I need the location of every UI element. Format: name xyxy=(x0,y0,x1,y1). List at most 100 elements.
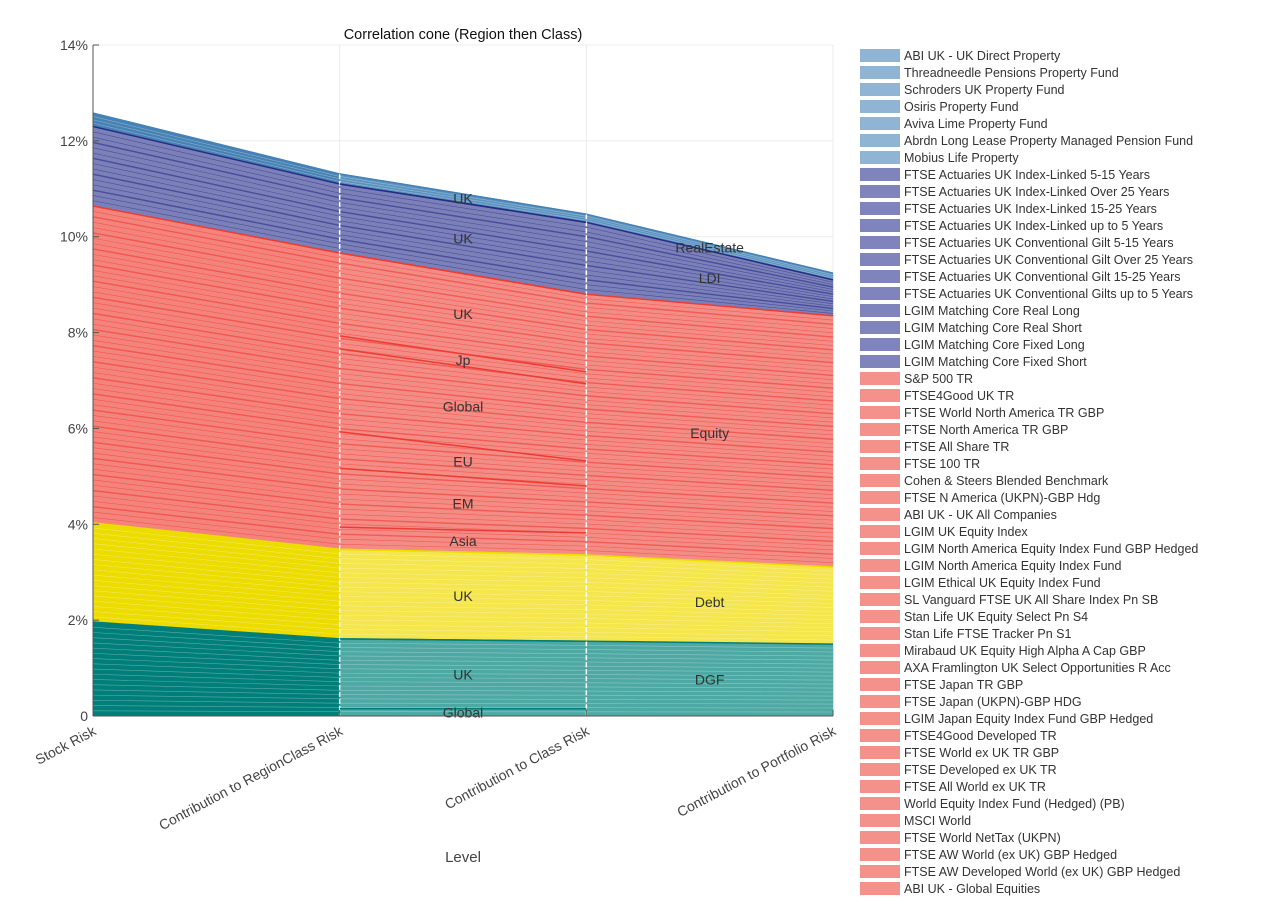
stripe-line xyxy=(92,302,834,393)
stripe-line xyxy=(92,564,834,600)
stripe-line xyxy=(92,366,834,444)
legend-swatch xyxy=(860,576,900,589)
legend-label: Stan Life FTSE Tracker Pn S1 xyxy=(904,626,1072,641)
legend-entry: LGIM Matching Core Fixed Short xyxy=(860,353,1198,370)
legend-entry: ABI UK - Global Equities xyxy=(860,880,1198,897)
stripe-line xyxy=(92,694,834,701)
stripe-line xyxy=(92,312,834,402)
stripe-line xyxy=(92,195,834,312)
legend-label: Schroders UK Property Fund xyxy=(904,82,1065,97)
stripe-line xyxy=(92,254,834,355)
legend-swatch xyxy=(860,423,900,436)
legend-label: ABI UK - UK All Companies xyxy=(904,507,1057,522)
legend-swatch xyxy=(860,593,900,606)
stripe-line xyxy=(92,122,834,279)
chart-title: Correlation cone (Region then Class) xyxy=(344,27,583,43)
legend-label: FTSE Developed ex UK TR xyxy=(904,762,1057,777)
legend-entry: FTSE World NetTax (UKPN) xyxy=(860,829,1198,846)
legend-swatch xyxy=(860,202,900,215)
legend-swatch xyxy=(860,797,900,810)
stripe-line xyxy=(92,339,834,423)
class-label: Equity xyxy=(690,425,729,441)
legend-entry: FTSE Actuaries UK Index-Linked up to 5 Y… xyxy=(860,217,1198,234)
legend-label: Aviva Lime Property Fund xyxy=(904,116,1048,131)
region-label: UK xyxy=(453,306,473,322)
stripe-line xyxy=(92,689,834,697)
legend-swatch xyxy=(860,627,900,640)
legend-label: LGIM Matching Core Real Short xyxy=(904,320,1082,335)
legend-swatch xyxy=(860,389,900,402)
legend-swatch xyxy=(860,763,900,776)
stripe-line xyxy=(92,647,834,665)
legend-label: S&P 500 TR xyxy=(904,371,974,386)
legend-swatch xyxy=(860,440,900,453)
region-band-edge xyxy=(339,526,587,534)
stripe-line xyxy=(92,441,834,504)
stripe-line xyxy=(92,484,834,538)
region-band-edge xyxy=(339,173,587,215)
stripe-line xyxy=(92,663,834,677)
legend-label: ABI UK - Global Equities xyxy=(904,881,1041,896)
legend-entry: Mirabaud UK Equity High Alpha A Cap GBP xyxy=(860,642,1198,659)
legend-label: LGIM Ethical UK Equity Index Fund xyxy=(904,575,1101,590)
y-tick-label: 12% xyxy=(60,133,88,149)
legend-label: LGIM Matching Core Fixed Long xyxy=(904,337,1085,352)
stripe-line xyxy=(92,495,834,546)
legend-swatch xyxy=(860,678,900,691)
legend-label: LGIM North America Equity Index Fund GBP… xyxy=(904,541,1199,556)
legend-entry: Stan Life UK Equity Select Pn S4 xyxy=(860,608,1198,625)
legend-swatch xyxy=(860,865,900,878)
legend-label: World Equity Index Fund (Hedged) (PB) xyxy=(904,796,1125,811)
legend-label: FTSE Actuaries UK Conventional Gilt Over… xyxy=(904,252,1194,267)
legend-swatch xyxy=(860,831,900,844)
stripe-line xyxy=(92,532,834,576)
stripe-line xyxy=(92,543,834,584)
legend-swatch xyxy=(860,321,900,334)
y-tick-label: 10% xyxy=(60,229,88,245)
legend-entry: FTSE Developed ex UK TR xyxy=(860,761,1198,778)
stripe-line xyxy=(92,399,834,470)
legend-label: FTSE4Good UK TR xyxy=(904,388,1015,403)
legend-label: MSCI World xyxy=(904,813,972,828)
legend-swatch xyxy=(860,508,900,521)
stripe-line xyxy=(92,468,834,525)
y-tick-label: 2% xyxy=(68,612,88,628)
legend-entry: AXA Framlington UK Select Opportunities … xyxy=(860,659,1198,676)
region-label: EU xyxy=(453,454,472,470)
legend-swatch xyxy=(860,695,900,708)
legend-swatch xyxy=(860,100,900,113)
legend-entry: LGIM Japan Equity Index Fund GBP Hedged xyxy=(860,710,1198,727)
stripe-line xyxy=(92,211,834,321)
legend-entry: LGIM Matching Core Real Short xyxy=(860,319,1198,336)
region-band-edge xyxy=(339,335,587,373)
stripe-line xyxy=(92,511,834,559)
legend-label: LGIM North America Equity Index Fund xyxy=(904,558,1122,573)
stripes xyxy=(92,112,834,713)
legend-entry: Stan Life FTSE Tracker Pn S1 xyxy=(860,625,1198,642)
region-label: Jp xyxy=(456,352,471,368)
stripe-line xyxy=(92,600,834,629)
stripe-line xyxy=(92,216,834,326)
region-label: Asia xyxy=(449,533,476,549)
legend-swatch xyxy=(860,491,900,504)
legend-swatch xyxy=(860,814,900,827)
legend-entry: LGIM North America Equity Index Fund xyxy=(860,557,1198,574)
legend-label: FTSE AW Developed World (ex UK) GBP Hedg… xyxy=(904,864,1181,879)
stripe-line xyxy=(92,626,834,649)
stripe-line xyxy=(92,270,834,368)
legend-label: AXA Framlington UK Select Opportunities … xyxy=(904,660,1171,675)
legend-entry: FTSE World North America TR GBP xyxy=(860,404,1198,421)
region-band-edge xyxy=(339,183,587,224)
stripe-line xyxy=(92,291,834,385)
stripe-line xyxy=(92,637,834,657)
stripe-line xyxy=(92,473,834,530)
stripe-line xyxy=(92,141,834,288)
legend-entry: FTSE Japan TR GBP xyxy=(860,676,1198,693)
legend-entry: FTSE North America TR GBP xyxy=(860,421,1198,438)
legend-label: Osiris Property Fund xyxy=(904,99,1019,114)
region-band-edge xyxy=(339,638,587,642)
stripe-line xyxy=(92,152,834,293)
legend-label: FTSE AW World (ex UK) GBP Hedged xyxy=(904,847,1118,862)
legend-entry: MSCI World xyxy=(860,812,1198,829)
stripe-line xyxy=(92,668,834,681)
